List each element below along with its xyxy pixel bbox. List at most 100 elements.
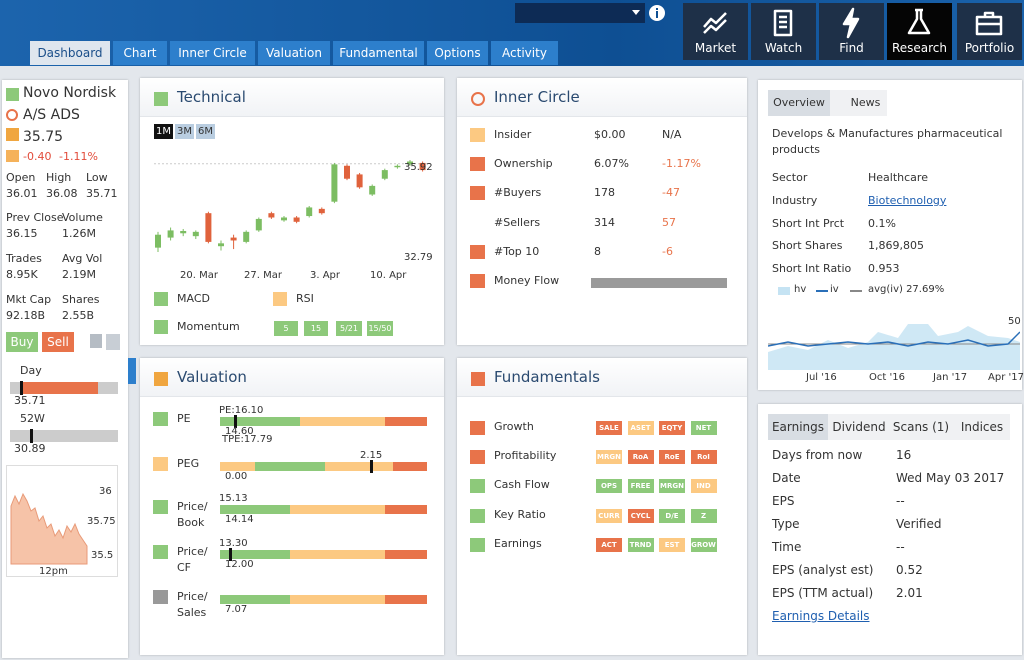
tool-button[interactable]: Find	[819, 3, 884, 60]
momentum-button[interactable]: 5	[274, 321, 298, 336]
tool-button[interactable]: Watch	[751, 3, 816, 60]
low-price-label: 32.79	[404, 252, 433, 263]
row-value: 314	[594, 215, 615, 229]
overview-panel: Overview News Develops & Manufactures phar…	[758, 80, 1024, 390]
technical-panel: Technical 1M 3M 6M 35.92 32.79 20. Mar 27. Mar 3…	[140, 78, 444, 345]
panel-header	[457, 78, 747, 117]
bottom-label: 14.14	[225, 514, 254, 525]
watch-icon[interactable]	[90, 334, 102, 348]
nav-tab[interactable]: Chart	[113, 41, 167, 65]
overview-tab[interactable]: Overview	[768, 90, 830, 116]
earnings-tab[interactable]: Dividend	[832, 420, 886, 434]
nav-tab[interactable]: Valuation	[258, 41, 330, 65]
stat-value: 8.95K	[6, 268, 38, 281]
momentum-button[interactable]: 5/21	[336, 321, 362, 336]
overview-tab[interactable]: News	[850, 96, 881, 109]
collapse-tab[interactable]	[128, 358, 136, 384]
metric-chip: CYCL	[627, 508, 654, 523]
search-dropdown	[632, 10, 640, 19]
tool-button[interactable]: Research	[887, 3, 952, 60]
earnings-tab[interactable]: Earnings	[768, 414, 828, 440]
metric-chip: SALE	[596, 421, 622, 435]
axis-label: 50	[1008, 316, 1021, 327]
valuation-bar-segment	[220, 505, 290, 514]
earnings-label: Type	[772, 517, 800, 531]
candle-body	[419, 162, 426, 171]
row-label: Key Ratio	[494, 507, 546, 521]
row-label: Price/ Sales	[177, 590, 208, 619]
tool-icon	[907, 8, 931, 35]
row-indicator	[153, 590, 168, 604]
tool-icon	[842, 7, 860, 39]
info-value[interactable]: Biotechnology	[868, 193, 947, 207]
money-flow-bar	[591, 278, 727, 288]
valuation-bar-segment	[220, 462, 255, 471]
candle-body	[243, 231, 250, 242]
stat-value: 36.15	[6, 227, 38, 240]
row-indicator	[470, 479, 485, 494]
metric-chip: OPS	[596, 479, 622, 494]
info-value: 0.953	[868, 262, 900, 276]
earnings-value: Wed May 03 2017	[896, 471, 1005, 485]
metric-chip: RoE	[659, 450, 685, 465]
period-button[interactable]: 3M	[175, 124, 194, 139]
tool-glyph	[842, 7, 860, 39]
sell-button[interactable]: Sell	[42, 332, 74, 352]
date-label: 3. Apr	[310, 270, 341, 281]
indicator-label: Momentum	[177, 320, 240, 333]
tool-glyph	[773, 9, 793, 37]
row-indicator	[470, 186, 485, 201]
tool-button[interactable]: Market	[683, 3, 748, 60]
export-icon[interactable]	[106, 334, 120, 350]
valuation-bar-segment	[220, 595, 290, 604]
momentum-button[interactable]: 15	[304, 321, 328, 336]
row-indicator	[153, 500, 168, 514]
valuation-bar-segment	[385, 417, 427, 426]
momentum-button[interactable]: 15/50	[367, 321, 393, 336]
nav-tab[interactable]: Fundamental	[333, 41, 424, 65]
stat-value: 36.01	[6, 187, 38, 200]
metric-chip: GROW	[690, 537, 717, 552]
valuation-marker	[234, 415, 237, 428]
metric-chip: D/E	[659, 508, 685, 523]
change-icon	[6, 150, 19, 162]
period-button[interactable]: 6M	[196, 124, 215, 139]
metric-chip: EST	[659, 537, 685, 552]
valuation-bar-segment	[385, 505, 427, 514]
nav-tab[interactable]: Inner Circle	[170, 41, 255, 65]
last-price-label: 35.92	[404, 162, 433, 173]
tool-button[interactable]: Portfolio	[957, 3, 1022, 60]
tool-icon	[975, 11, 1003, 36]
stat-value: 92.18B	[6, 309, 46, 322]
candle-body	[180, 230, 187, 234]
valuation-bar-segment	[220, 417, 300, 426]
panel-icon	[471, 372, 485, 386]
valuation-bar-segment	[325, 462, 393, 471]
row-value: 178	[594, 186, 615, 200]
row-indicator	[470, 508, 485, 523]
row-label: Cash Flow	[494, 478, 550, 492]
candle-body	[255, 218, 262, 231]
earnings-value: 16	[896, 448, 912, 462]
valuation-bar-segment	[255, 462, 325, 471]
nav-tab[interactable]: Activity	[491, 41, 558, 65]
row-change: -6	[662, 244, 673, 258]
tool-label: Find	[839, 41, 864, 55]
nav-tab[interactable]: Options	[427, 41, 488, 65]
row-label: Profitability	[494, 449, 557, 463]
earnings-tab[interactable]: Indices	[960, 420, 1004, 434]
row-change: N/A	[662, 128, 682, 141]
date-label: 27. Mar	[244, 270, 282, 281]
earnings-link[interactable]: Earnings Details	[772, 609, 870, 623]
exchange-icon	[6, 109, 18, 121]
candle-body	[306, 207, 313, 217]
valuation-bar-segment	[220, 550, 290, 559]
buy-button[interactable]: Buy	[6, 332, 38, 352]
metric-chip: RoA	[627, 450, 654, 465]
row-indicator	[153, 545, 168, 559]
period-button[interactable]: 1M	[154, 124, 173, 139]
row-label: Earnings	[494, 536, 542, 550]
earnings-tab[interactable]: Scans (1)	[892, 420, 950, 434]
nav-tab[interactable]: Dashboard	[30, 41, 110, 65]
valuation-marker	[370, 460, 373, 473]
